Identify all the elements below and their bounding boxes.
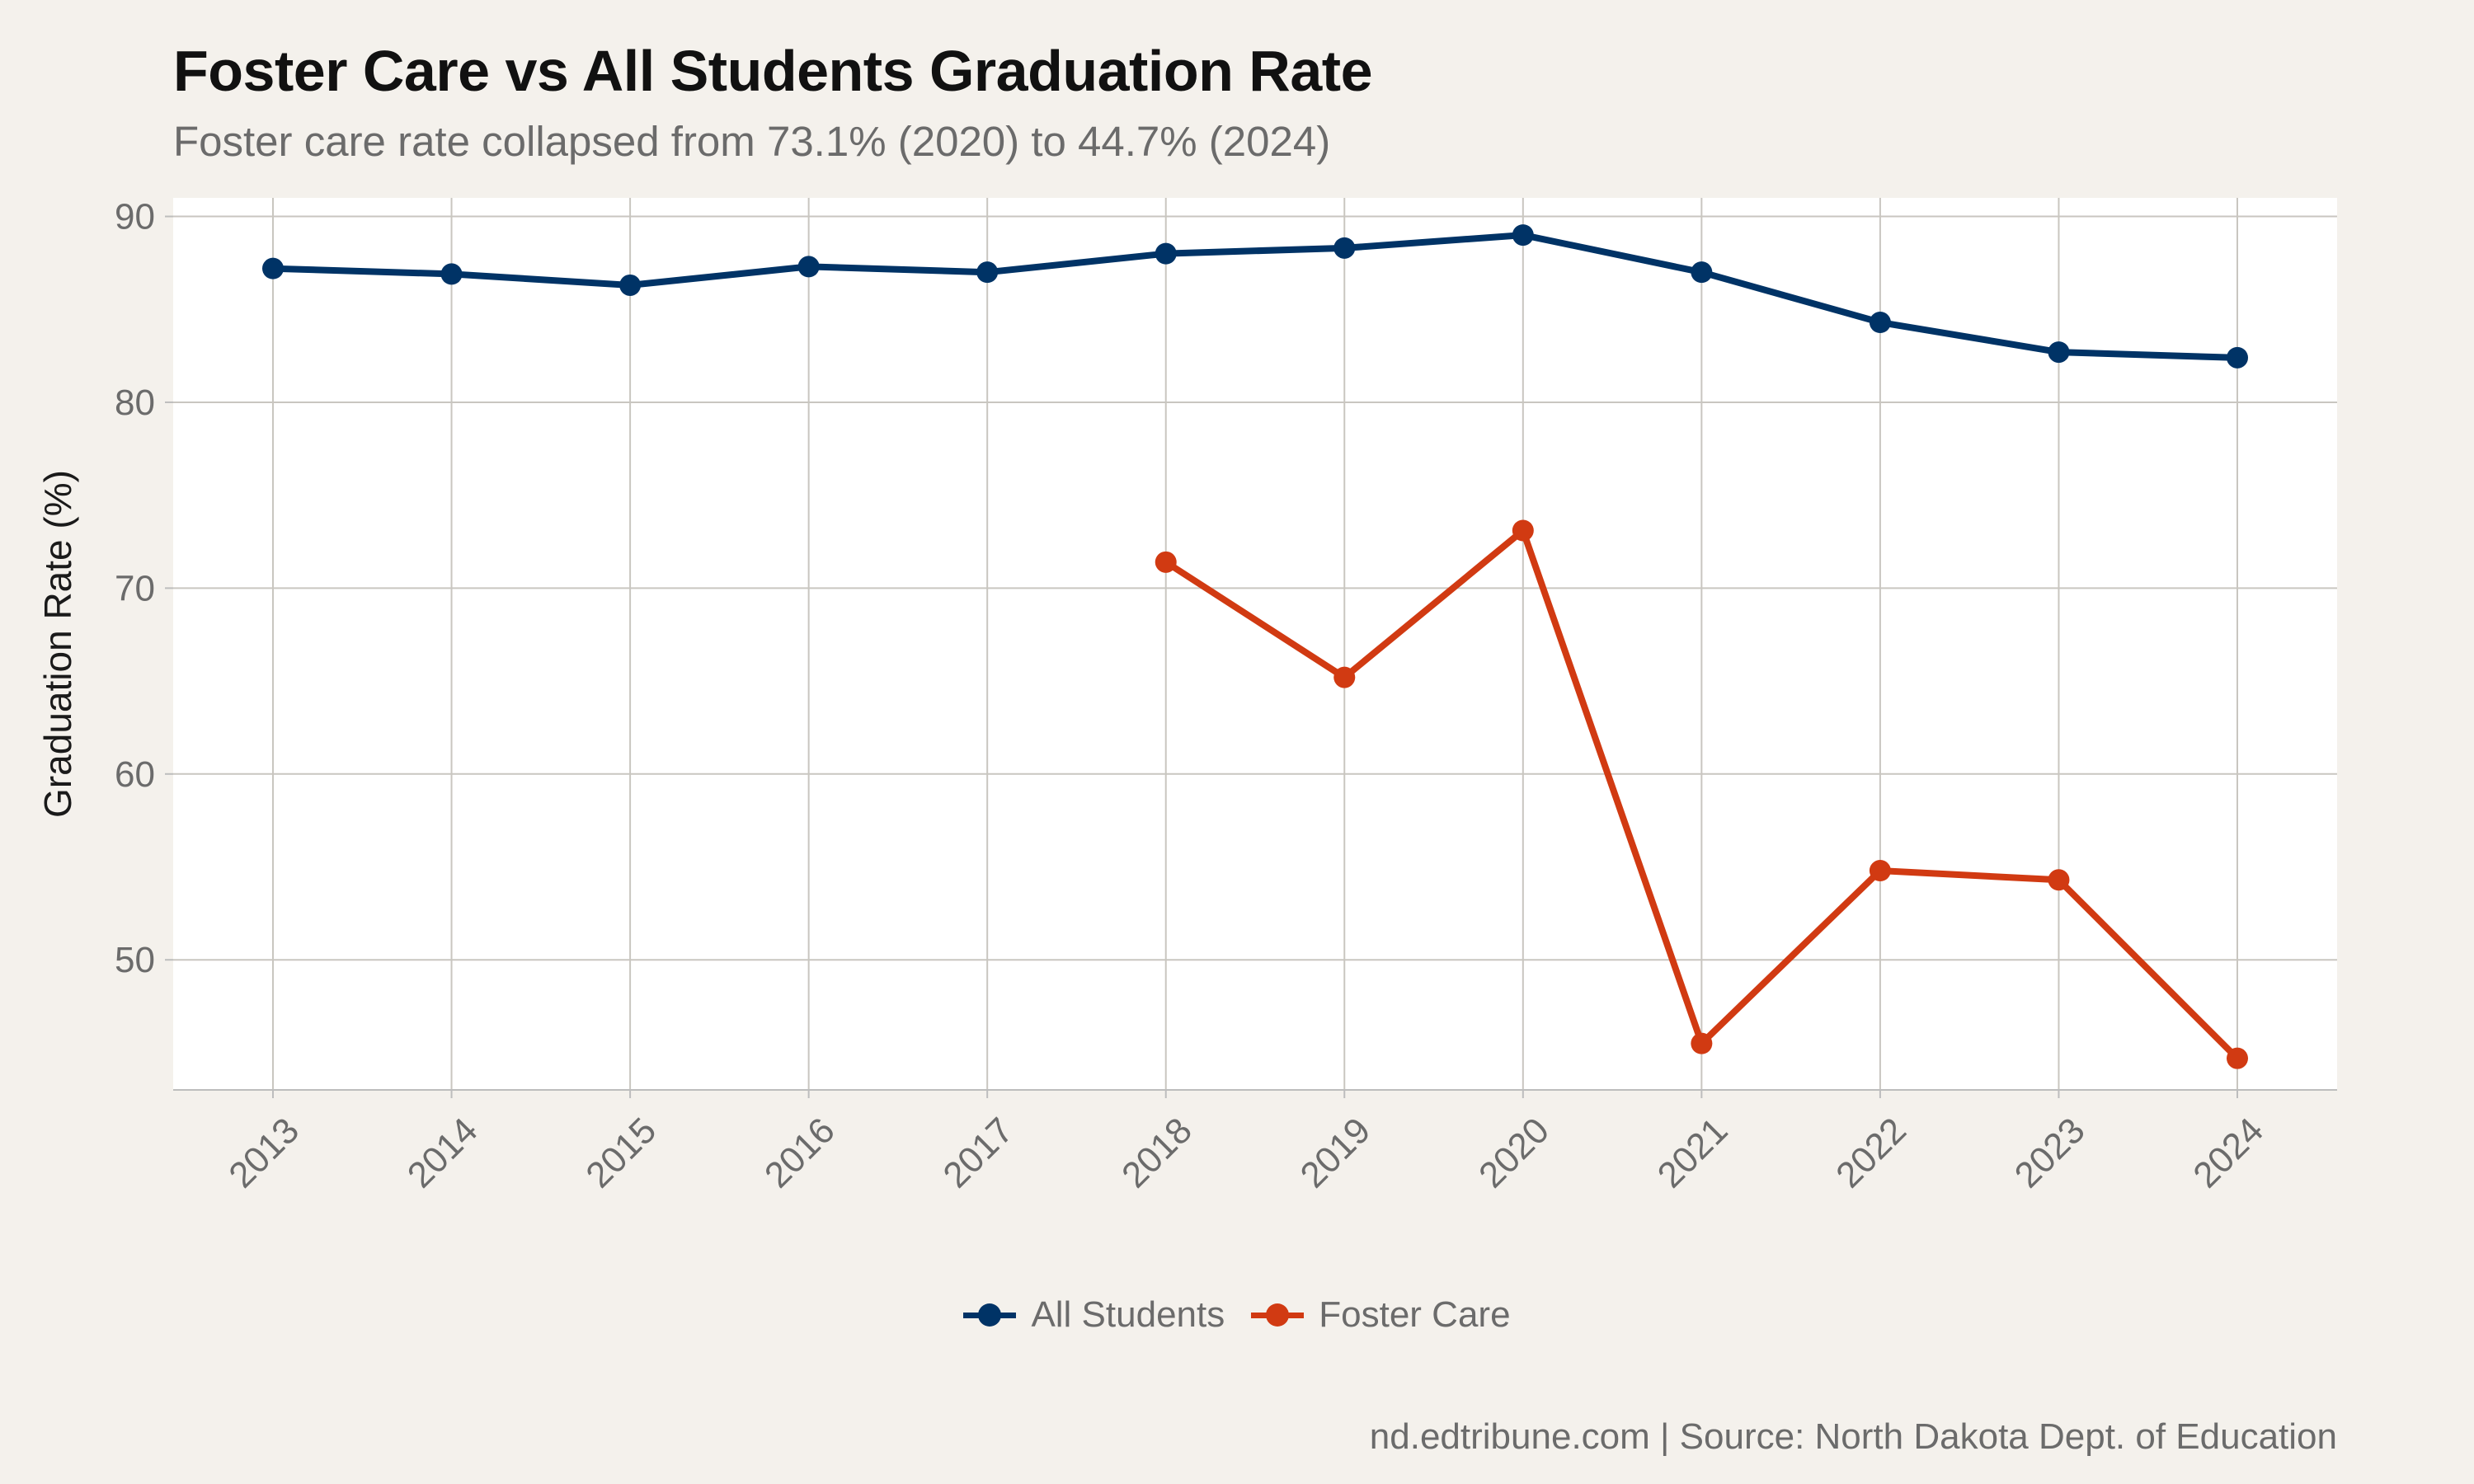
x-tick-label: 2013 (221, 1110, 307, 1195)
data-point-all-students (2227, 346, 2248, 369)
x-tick-label: 2018 (1114, 1110, 1200, 1195)
x-tick-label: 2021 (1650, 1110, 1736, 1195)
data-point-all-students (440, 263, 463, 285)
legend-key-all-students (963, 1298, 1017, 1331)
legend-label: Foster Care (1319, 1294, 1511, 1335)
legend-item-foster-care: Foster Care (1251, 1294, 1511, 1336)
series-line-all-students (270, 232, 2241, 361)
data-point-all-students (1333, 237, 1356, 259)
x-tick-label: 2016 (757, 1110, 843, 1195)
data-point-foster-care (1155, 551, 1177, 573)
x-tick-label: 2024 (2185, 1110, 2271, 1195)
legend-key-foster-care (1251, 1298, 1305, 1331)
data-point-foster-care (1512, 519, 1534, 542)
chart-title: Foster Care vs All Students Graduation R… (173, 39, 1373, 103)
y-axis-title: Graduation Rate (%) (36, 470, 79, 818)
data-point-foster-care (2227, 1047, 2248, 1069)
data-point-all-students (976, 261, 999, 284)
data-series (262, 224, 2248, 1069)
x-tick-label: 2019 (1293, 1110, 1379, 1195)
data-point-all-students (1155, 242, 1177, 265)
x-tick-label: 2022 (1828, 1110, 1914, 1195)
y-tick-label: 70 (115, 568, 155, 608)
y-tick-label: 50 (115, 940, 155, 980)
x-tick-label: 2023 (2007, 1110, 2093, 1195)
x-tick-label: 2020 (1471, 1110, 1557, 1195)
x-tick-label: 2017 (935, 1110, 1021, 1195)
data-point-all-students (1691, 261, 1713, 284)
data-point-foster-care (1333, 666, 1356, 688)
chart-subtitle: Foster care rate collapsed from 73.1% (2… (173, 118, 1331, 165)
data-point-foster-care (1869, 860, 1891, 882)
data-point-all-students (262, 257, 284, 279)
data-point-foster-care (2048, 869, 2070, 891)
legend-item-all-students: All Students (963, 1294, 1225, 1336)
source-caption: nd.edtribune.com | Source: North Dakota … (1369, 1416, 2337, 1457)
y-tick-label: 90 (115, 197, 155, 237)
y-tick-label: 80 (115, 383, 155, 423)
x-tick-label: 2015 (578, 1110, 664, 1195)
plot-panel (173, 198, 2337, 1090)
grid-lines (173, 198, 2337, 1090)
data-point-all-students (2048, 341, 2070, 364)
y-tick-label: 60 (115, 754, 155, 795)
data-point-all-students (1869, 312, 1891, 334)
data-point-all-students (797, 256, 820, 278)
x-tick-label: 2014 (400, 1110, 486, 1195)
data-point-all-students (619, 274, 642, 296)
legend: All Students Foster Care (0, 1294, 2474, 1336)
data-point-foster-care (1691, 1032, 1713, 1054)
data-point-all-students (1512, 224, 1534, 247)
legend-label: All Students (1031, 1294, 1225, 1335)
